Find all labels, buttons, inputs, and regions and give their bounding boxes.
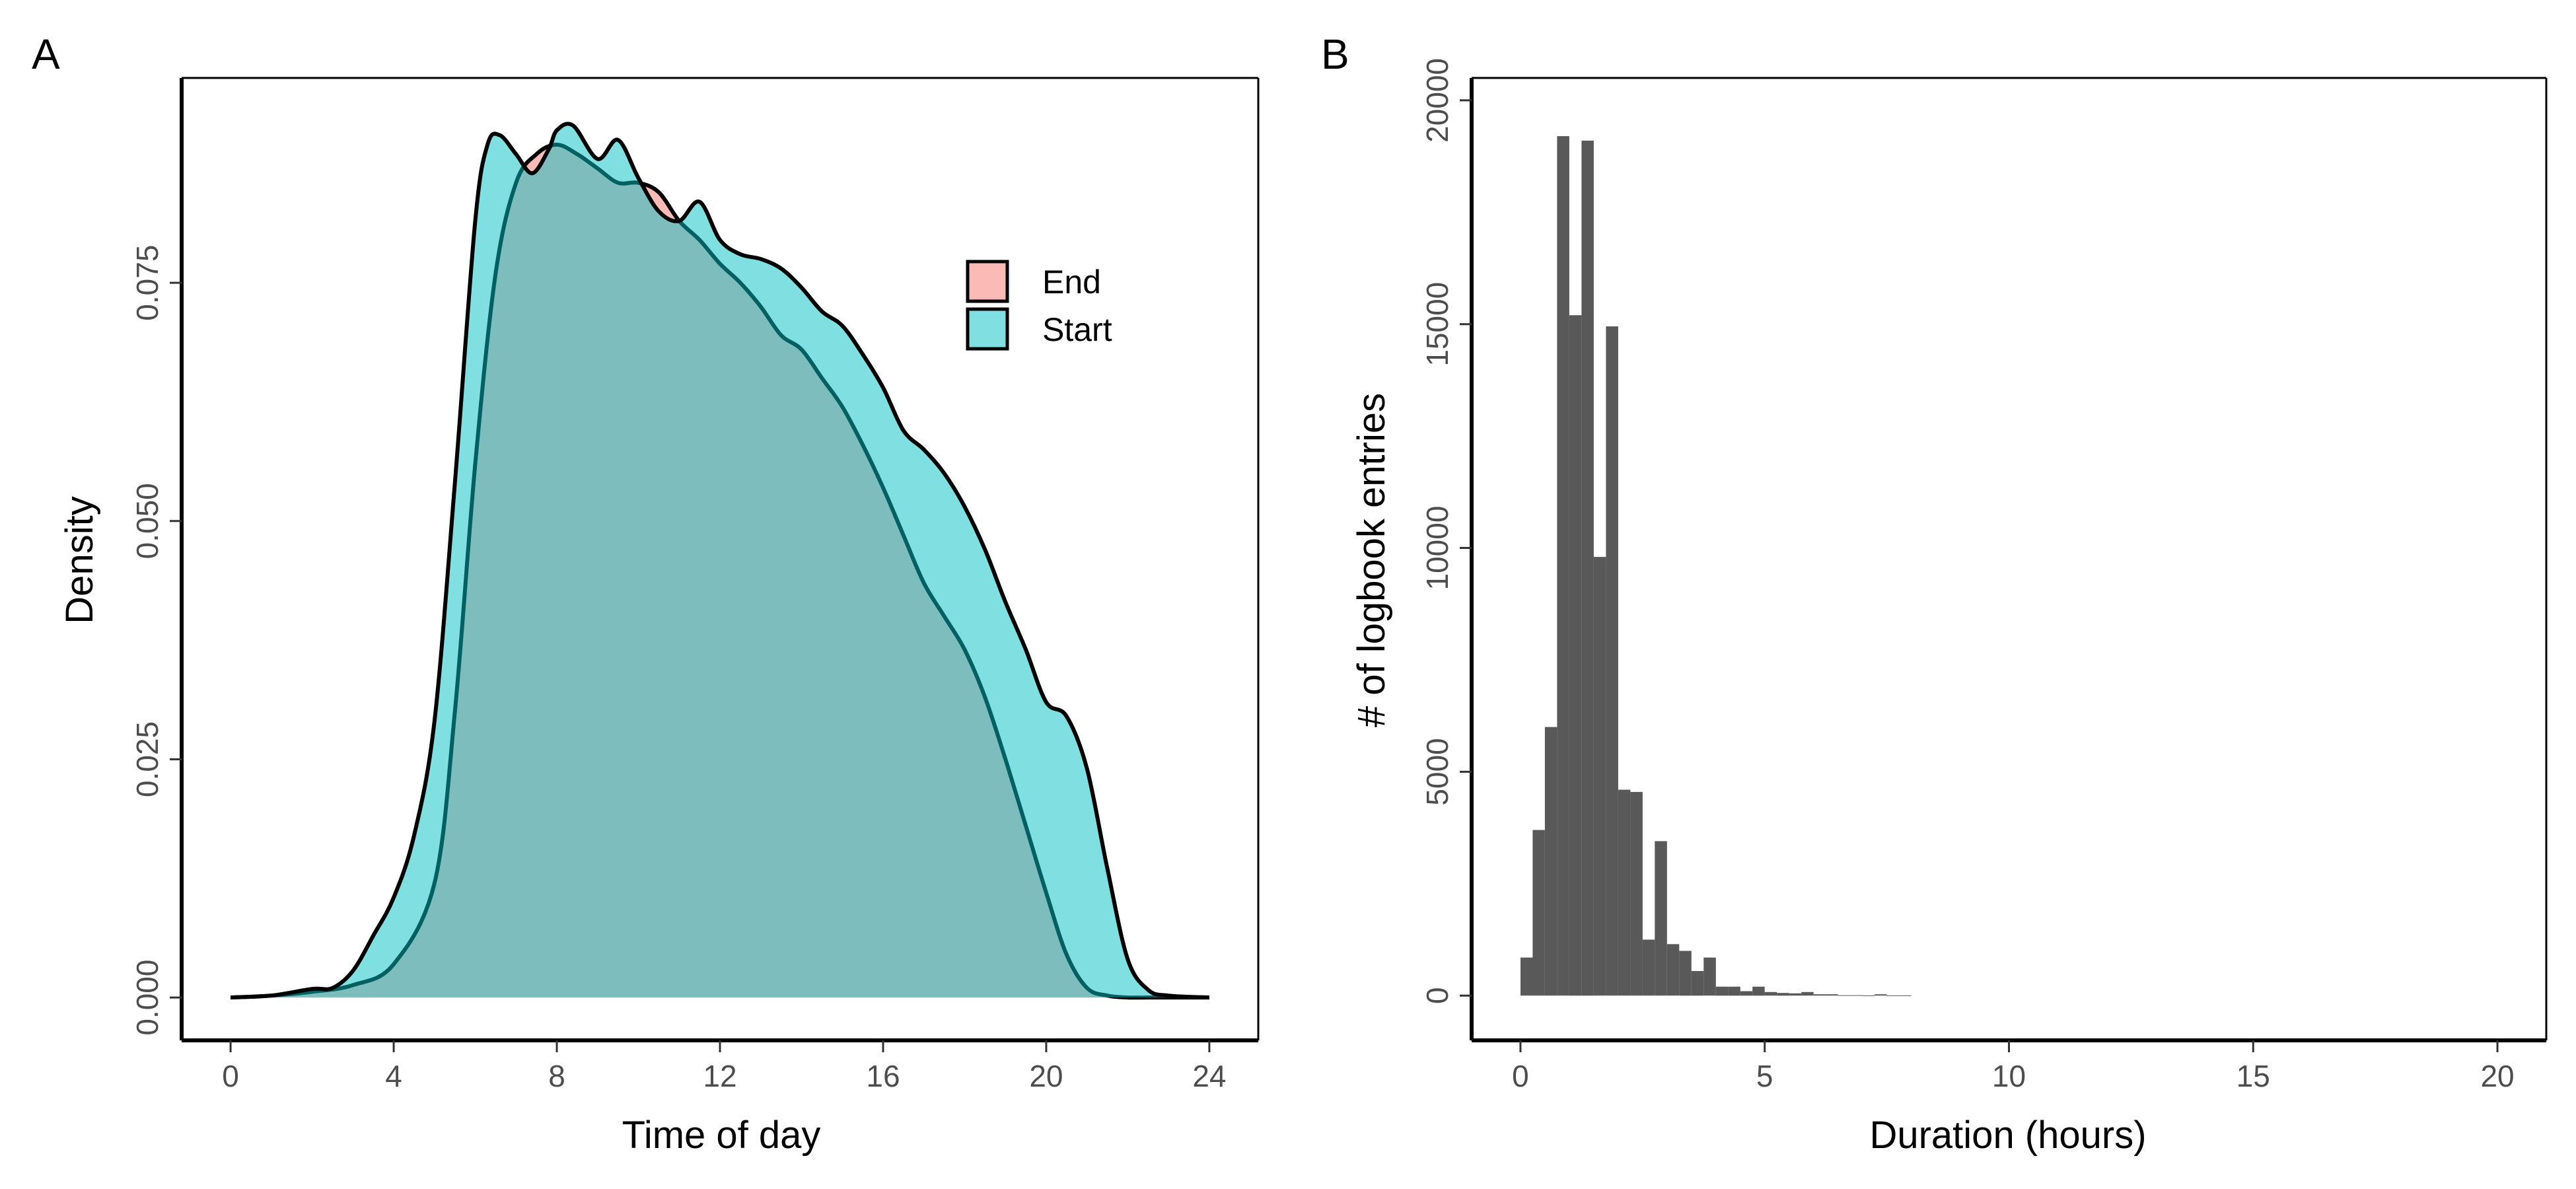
histogram-bar (1886, 995, 1900, 996)
panel-b-y-tick-label: 15000 (1420, 282, 1454, 367)
histogram-bar (1630, 791, 1643, 996)
panel-a-y-tick-label: 0.050 (130, 483, 164, 559)
histogram-bar (1569, 315, 1582, 996)
panel-a-x-tick-label: 8 (548, 1059, 565, 1093)
panel-a-x-tick-label: 20 (1029, 1059, 1063, 1093)
panel-a-x-ticks: 0 4 8 12 16 20 24 (222, 1040, 1226, 1093)
panel-b-x-ticks: 0 5 10 15 20 (1512, 1040, 2515, 1093)
panel-a-x-tick-label: 12 (703, 1059, 736, 1093)
density-line-start (230, 122, 1210, 1000)
histogram-bar (1593, 557, 1606, 996)
histogram-bar (1728, 986, 1740, 996)
histogram-bar (1862, 995, 1875, 996)
histogram-bar (1715, 986, 1729, 996)
panel-b-histogram-bars (1521, 136, 1912, 996)
panel-a-y-tick-label: 0.075 (130, 245, 164, 321)
histogram-bar (1581, 140, 1594, 996)
legend-key-end (966, 260, 1009, 303)
panel-b-x-axis-title: Duration (hours) (1869, 1114, 2146, 1157)
panel-b-x-tick-label: 0 (1512, 1059, 1529, 1093)
panel-a-x-tick-label: 4 (385, 1059, 402, 1093)
panel-a-y-ticks: 0.000 0.025 0.050 0.075 (130, 245, 182, 1036)
panel-b-y-tick-label: 5000 (1420, 738, 1454, 805)
panel-a-x-tick-label: 0 (222, 1059, 239, 1093)
panel-a-y-axis-title: Density (58, 496, 101, 624)
histogram-bar (1532, 830, 1545, 996)
histogram-bar (1703, 957, 1716, 996)
legend-label-end: End (1042, 264, 1101, 301)
histogram-bar (1826, 994, 1838, 996)
panel-b-y-ticks: 0 5000 10000 15000 20000 (1420, 58, 1472, 1004)
panel-b-x-tick-label: 10 (1992, 1059, 2026, 1093)
histogram-bar (1801, 991, 1814, 996)
histogram-bar (1789, 993, 1802, 996)
panel-b: B 0 5 10 15 20 0 5000 10000 15000 20000 Duration… (1321, 30, 2548, 1157)
histogram-bar (1838, 995, 1851, 996)
panel-a: A 0 4 8 12 16 20 24 0.000 0.025 0.050 0.075 Time … (32, 30, 1260, 1157)
histogram-bar (1691, 971, 1704, 996)
legend-label-start: Start (1042, 311, 1112, 348)
panel-a-tag: A (32, 30, 60, 78)
histogram-bar (1899, 995, 1912, 996)
histogram-bar (1544, 727, 1557, 996)
panel-a-density-areas (230, 122, 1210, 1000)
panel-b-y-tick-label: 20000 (1420, 58, 1454, 143)
panel-b-x-tick-label: 15 (2236, 1059, 2270, 1093)
legend-key-start (966, 307, 1009, 351)
histogram-bar (1875, 994, 1887, 996)
histogram-bar (1618, 789, 1631, 996)
density-area-start (231, 124, 1209, 998)
panel-b-x-tick-label: 5 (1756, 1059, 1773, 1093)
histogram-bar (1655, 841, 1667, 996)
histogram-bar (1679, 951, 1692, 996)
histogram-bar (1752, 986, 1765, 996)
histogram-bar (1850, 995, 1863, 996)
histogram-bar (1813, 994, 1826, 996)
panel-b-y-axis-title: # of logbook entries (1350, 393, 1393, 727)
histogram-bar (1666, 944, 1680, 996)
panel-b-y-tick-label: 10000 (1420, 506, 1454, 591)
histogram-bar (1764, 991, 1777, 996)
panel-a-y-tick-label: 0.000 (130, 960, 164, 1036)
histogram-bar (1740, 991, 1753, 996)
panel-b-tag: B (1321, 30, 1349, 78)
histogram-bar (1777, 993, 1789, 996)
histogram-bar (1521, 957, 1533, 996)
panel-b-x-tick-label: 20 (2480, 1059, 2514, 1093)
histogram-bar (1642, 939, 1655, 996)
panel-b-y-tick-label: 0 (1420, 987, 1454, 1004)
panel-b-frame (1470, 77, 2548, 1042)
histogram-bar (1557, 136, 1569, 996)
panel-a-x-axis-title: Time of day (622, 1114, 821, 1157)
panel-a-x-tick-label: 24 (1192, 1059, 1226, 1093)
panel-a-legend: End Start (966, 260, 1112, 351)
histogram-bar (1606, 326, 1618, 996)
panel-a-y-tick-label: 0.025 (130, 721, 164, 797)
panel-a-x-tick-label: 16 (866, 1059, 900, 1093)
